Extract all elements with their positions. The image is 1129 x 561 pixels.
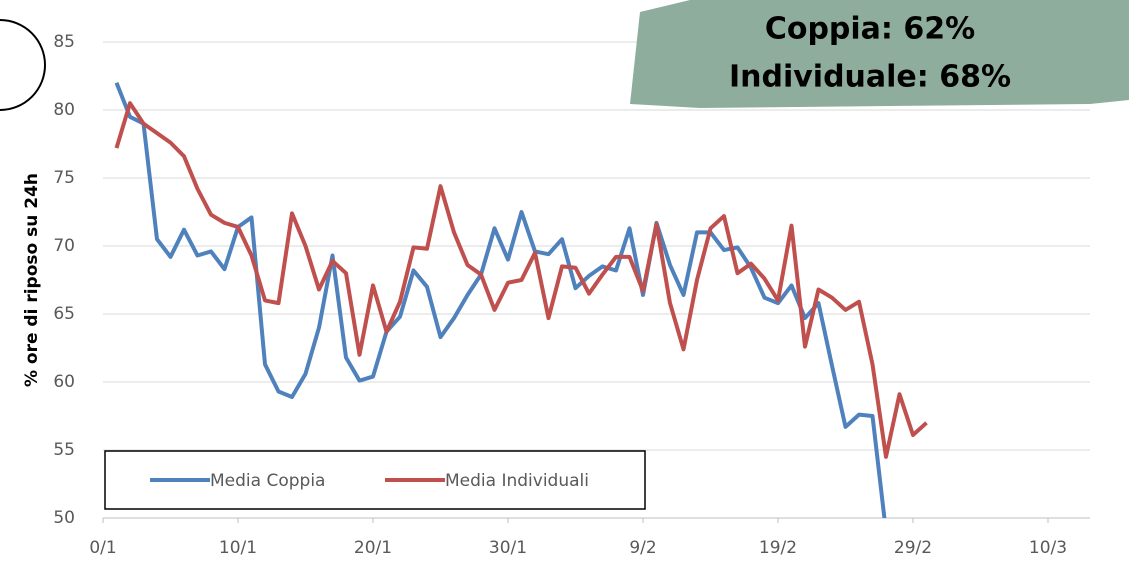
y-tick-label: 55 [53,440,75,460]
annotation: Coppia: 62% [765,12,975,47]
y-tick-label: 65 [53,304,75,324]
y-tick-label: 75 [53,168,75,188]
circle-decoration [0,19,46,111]
x-tick-label: 30/1 [489,538,527,558]
y-axis-title: % ore di riposo su 24h [22,173,42,387]
x-tick-label: 0/1 [89,538,116,558]
series-line [114,101,928,459]
y-tick-label: 60 [53,372,75,392]
x-tick-label: 20/1 [354,538,392,558]
y-tick-label: 70 [53,236,75,256]
y-tick-label: 80 [53,100,75,120]
series-line [114,82,887,518]
y-tick-label: 85 [53,32,75,52]
y-tick-label: 50 [53,508,75,528]
x-tick-label: 10/1 [219,538,257,558]
x-tick-label: 29/2 [894,538,932,558]
legend-label: Media Coppia [210,471,325,491]
annotation-banner [630,0,1129,108]
x-tick-label: 10/3 [1029,538,1067,558]
x-tick-label: 9/2 [629,538,656,558]
x-tick-label: 19/2 [759,538,797,558]
annotation: Individuale: 68% [729,60,1011,95]
legend-label: Media Individuali [445,471,589,491]
